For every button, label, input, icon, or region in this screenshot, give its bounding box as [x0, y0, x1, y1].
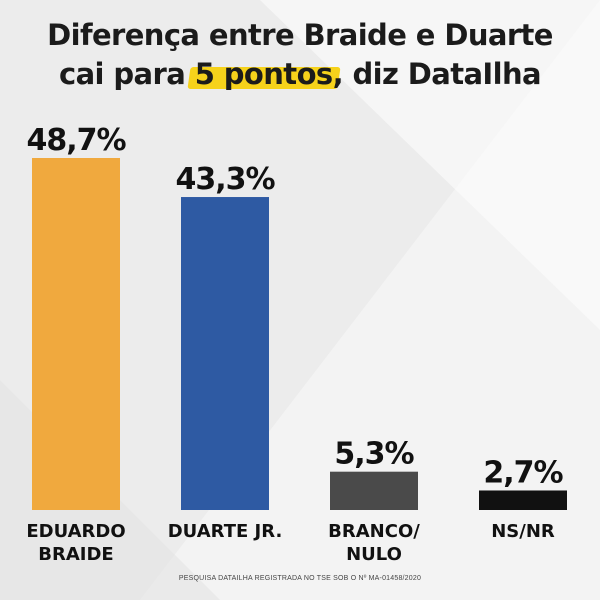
bar-3 [479, 490, 567, 510]
bar-2 [330, 471, 418, 510]
bar-0 [32, 158, 120, 510]
category-label-2-1: NULO [346, 544, 402, 565]
value-label-1: 43,3% [175, 162, 275, 197]
category-label-0-1: BRAIDE [38, 544, 113, 565]
title-highlight: 5 pontos [195, 55, 333, 94]
bar-1 [181, 197, 269, 510]
category-label-3-0: NS/NR [491, 521, 555, 542]
title-line-1: Diferença entre Braide e Duarte [47, 18, 553, 52]
chart-title: Diferença entre Braide e Duarte cai para… [0, 16, 600, 94]
title-line-2-prefix: cai para [59, 57, 195, 91]
footnote: PESQUISA DATAILHA REGISTRADA NO TSE SOB … [178, 575, 422, 582]
category-label-2-0: BRANCO/ [328, 521, 420, 542]
value-label-0: 48,7% [26, 123, 126, 158]
value-label-3: 2,7% [483, 455, 563, 490]
value-label-2: 5,3% [334, 437, 414, 472]
title-line-2: cai para 5 pontos, diz DataIlha [0, 55, 600, 94]
category-label-1-0: DUARTE JR. [168, 521, 283, 542]
title-line-2-suffix: , diz DataIlha [332, 57, 542, 91]
category-label-0-0: EDUARDO [26, 521, 125, 542]
